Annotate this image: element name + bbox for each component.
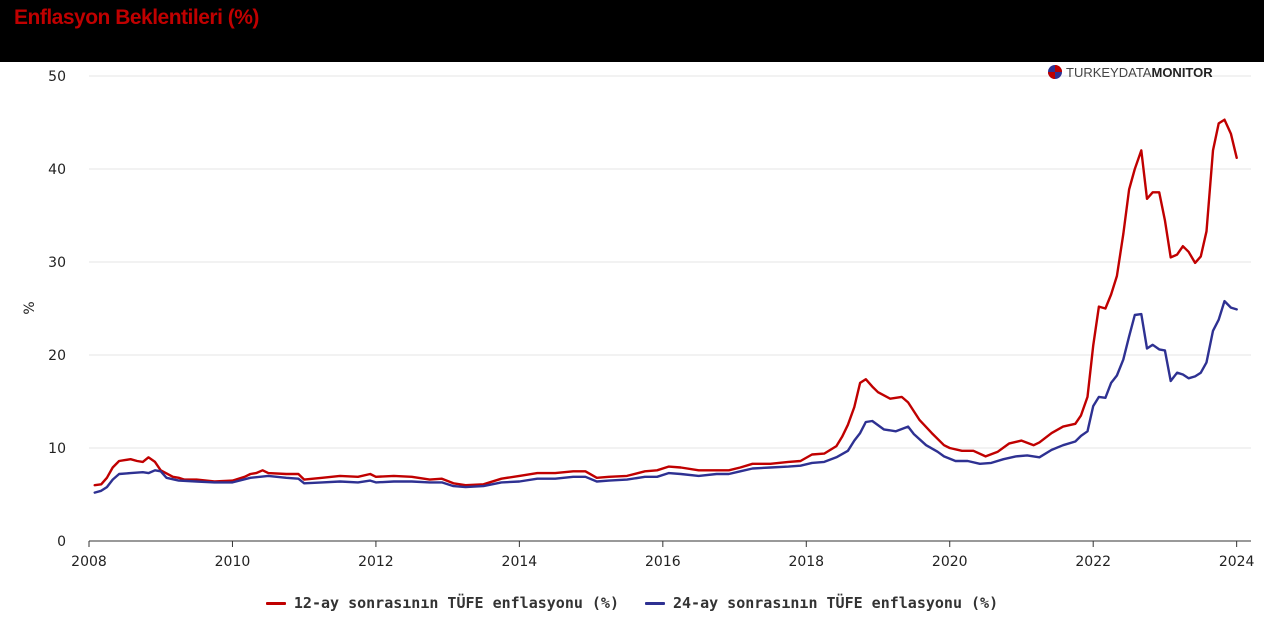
y-tick-label: 50 — [48, 69, 66, 85]
page-title: Enflasyon Beklentileri (%) — [14, 6, 259, 29]
series-line-24-ay — [93, 299, 1238, 494]
series-lines — [93, 118, 1238, 494]
x-tick-label: 2014 — [502, 554, 538, 570]
y-tick-label: 10 — [48, 441, 66, 457]
y-tick-label: 40 — [48, 162, 66, 178]
x-tick-label: 2022 — [1075, 554, 1111, 570]
series-line-12-ay — [93, 118, 1238, 487]
y-tick-label: 0 — [57, 534, 66, 550]
chart-legend: 12-ay sonrasının TÜFE enflasyonu (%) 24-… — [0, 594, 1264, 612]
x-tick-label: 2012 — [358, 554, 394, 570]
x-tick-label: 2020 — [932, 554, 968, 570]
x-tick-label: 2024 — [1219, 554, 1255, 570]
legend-label-24-ay: 24-ay sonrasının TÜFE enflasyonu (%) — [673, 594, 999, 612]
brand-name: TURKEYDATAMONITOR — [1066, 65, 1213, 80]
legend-label-12-ay: 12-ay sonrasının TÜFE enflasyonu (%) — [293, 594, 619, 612]
brand-part-1: TURKEY — [1066, 65, 1119, 80]
x-tick-label: 2008 — [71, 554, 107, 570]
brand-part-3: MONITOR — [1151, 65, 1213, 80]
y-axis-title: % — [22, 301, 38, 314]
legend-item-12-ay[interactable]: 12-ay sonrasının TÜFE enflasyonu (%) — [265, 594, 619, 612]
axes: 0 10 20 30 40 50 2008 2010 2012 2014 2016 2018 2020 2… — [48, 69, 1254, 570]
x-tick-label: 2010 — [215, 554, 251, 570]
globe-icon-accent — [1055, 65, 1062, 72]
globe-icon-accent-2 — [1048, 72, 1055, 79]
legend-item-24-ay[interactable]: 24-ay sonrasının TÜFE enflasyonu (%) — [645, 594, 998, 612]
brand-logo: TURKEYDATAMONITOR — [1048, 65, 1213, 80]
header-bar: Enflasyon Beklentileri (%) — [0, 0, 1264, 62]
y-tick-label: 20 — [48, 348, 66, 364]
gridlines — [89, 75, 1251, 449]
y-tick-label: 30 — [48, 255, 66, 271]
brand-part-2: DATA — [1119, 65, 1152, 80]
x-tick-label: 2016 — [645, 554, 681, 570]
legend-swatch-24-ay — [645, 601, 665, 605]
x-tick-label: 2018 — [788, 554, 824, 570]
legend-swatch-12-ay — [265, 601, 286, 605]
